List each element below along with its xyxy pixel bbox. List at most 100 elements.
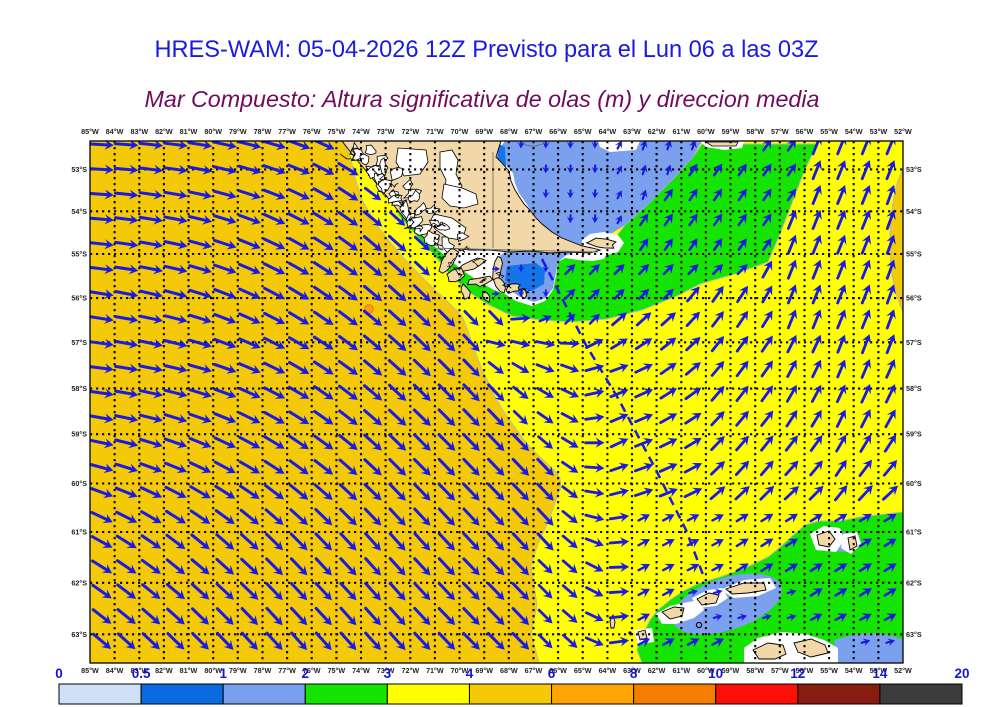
svg-text:8: 8 [630, 666, 638, 681]
svg-text:59°W: 59°W [722, 127, 740, 136]
svg-text:54°S: 54°S [906, 207, 922, 216]
svg-text:62°W: 62°W [648, 666, 666, 675]
svg-text:74°W: 74°W [352, 127, 370, 136]
svg-text:83°W: 83°W [130, 127, 148, 136]
svg-text:56°W: 56°W [796, 127, 814, 136]
svg-text:61°W: 61°W [672, 127, 690, 136]
svg-text:58°S: 58°S [906, 384, 922, 393]
svg-text:67°W: 67°W [525, 127, 543, 136]
svg-text:62°W: 62°W [648, 127, 666, 136]
svg-text:53°W: 53°W [870, 127, 888, 136]
svg-text:58°S: 58°S [71, 384, 87, 393]
svg-text:61°S: 61°S [71, 528, 87, 537]
svg-text:60°S: 60°S [906, 479, 922, 488]
svg-text:55°W: 55°W [820, 127, 838, 136]
svg-text:72°W: 72°W [401, 127, 419, 136]
svg-text:6: 6 [548, 666, 556, 681]
svg-text:79°W: 79°W [229, 666, 247, 675]
svg-text:59°W: 59°W [722, 666, 740, 675]
svg-text:69°W: 69°W [475, 127, 493, 136]
svg-text:80°W: 80°W [204, 666, 222, 675]
svg-text:63°S: 63°S [71, 630, 87, 639]
svg-text:66°W: 66°W [549, 127, 567, 136]
svg-text:57°S: 57°S [71, 338, 87, 347]
svg-text:72°W: 72°W [401, 666, 419, 675]
svg-text:84°W: 84°W [106, 127, 124, 136]
svg-text:1: 1 [219, 666, 227, 681]
svg-text:55°W: 55°W [820, 666, 838, 675]
svg-text:75°W: 75°W [328, 666, 346, 675]
svg-text:70°W: 70°W [451, 666, 469, 675]
svg-text:54°W: 54°W [845, 127, 863, 136]
svg-text:85°W: 85°W [81, 127, 99, 136]
svg-text:82°W: 82°W [155, 127, 173, 136]
svg-text:65°W: 65°W [574, 127, 592, 136]
svg-text:54°S: 54°S [71, 207, 87, 216]
svg-text:74°W: 74°W [352, 666, 370, 675]
svg-text:53°S: 53°S [71, 165, 87, 174]
svg-text:53°W: 53°W [870, 666, 888, 675]
svg-text:68°W: 68°W [500, 127, 518, 136]
svg-text:0: 0 [55, 666, 63, 681]
svg-text:73°W: 73°W [377, 127, 395, 136]
svg-text:64°W: 64°W [599, 127, 617, 136]
svg-text:61°S: 61°S [906, 528, 922, 537]
svg-text:62°S: 62°S [71, 578, 87, 587]
svg-text:79°W: 79°W [229, 127, 247, 136]
svg-text:63°S: 63°S [906, 630, 922, 639]
svg-text:80°W: 80°W [204, 127, 222, 136]
svg-text:55°S: 55°S [906, 250, 922, 259]
svg-text:81°W: 81°W [180, 127, 198, 136]
svg-text:64°W: 64°W [599, 666, 617, 675]
svg-text:58°W: 58°W [746, 666, 764, 675]
svg-text:83°W: 83°W [130, 666, 148, 675]
svg-text:55°S: 55°S [71, 250, 87, 259]
svg-text:56°W: 56°W [796, 666, 814, 675]
svg-text:60°S: 60°S [71, 479, 87, 488]
svg-text:71°W: 71°W [426, 666, 444, 675]
svg-text:75°W: 75°W [328, 127, 346, 136]
svg-text:52°W: 52°W [894, 127, 912, 136]
svg-text:77°W: 77°W [278, 127, 296, 136]
svg-text:14: 14 [872, 666, 888, 681]
svg-text:56°S: 56°S [906, 294, 922, 303]
svg-text:68°W: 68°W [500, 666, 518, 675]
svg-text:12: 12 [790, 666, 805, 681]
svg-text:59°S: 59°S [906, 430, 922, 439]
svg-text:66°W: 66°W [549, 666, 567, 675]
svg-text:HRES-WAM: 05-04-2026 12Z Previ: HRES-WAM: 05-04-2026 12Z Previsto para e… [154, 37, 818, 63]
svg-text:4: 4 [466, 666, 474, 681]
svg-text:76°W: 76°W [303, 666, 321, 675]
svg-text:85°W: 85°W [81, 666, 99, 675]
svg-text:56°S: 56°S [71, 294, 87, 303]
svg-text:73°W: 73°W [377, 666, 395, 675]
svg-text:63°W: 63°W [623, 127, 641, 136]
svg-text:65°W: 65°W [574, 666, 592, 675]
svg-text:57°W: 57°W [771, 127, 789, 136]
svg-text:84°W: 84°W [106, 666, 124, 675]
svg-text:82°W: 82°W [155, 666, 173, 675]
svg-text:78°W: 78°W [254, 127, 272, 136]
svg-text:77°W: 77°W [278, 666, 296, 675]
svg-text:62°S: 62°S [906, 578, 922, 587]
svg-text:3: 3 [384, 666, 392, 681]
svg-text:57°S: 57°S [906, 338, 922, 347]
svg-text:59°S: 59°S [71, 430, 87, 439]
svg-text:20: 20 [954, 666, 969, 681]
svg-text:10: 10 [708, 666, 723, 681]
svg-text:57°W: 57°W [771, 666, 789, 675]
svg-text:0.5: 0.5 [132, 666, 151, 681]
svg-text:61°W: 61°W [672, 666, 690, 675]
svg-text:53°S: 53°S [906, 165, 922, 174]
svg-text:60°W: 60°W [697, 666, 715, 675]
svg-text:2: 2 [302, 666, 310, 681]
svg-text:Mar Compuesto: Altura signific: Mar Compuesto: Altura significativa de o… [145, 86, 820, 112]
svg-text:71°W: 71°W [426, 127, 444, 136]
svg-text:60°W: 60°W [697, 127, 715, 136]
svg-text:58°W: 58°W [746, 127, 764, 136]
svg-text:67°W: 67°W [525, 666, 543, 675]
svg-text:76°W: 76°W [303, 127, 321, 136]
svg-text:52°W: 52°W [894, 666, 912, 675]
svg-text:69°W: 69°W [475, 666, 493, 675]
svg-text:63°W: 63°W [623, 666, 641, 675]
